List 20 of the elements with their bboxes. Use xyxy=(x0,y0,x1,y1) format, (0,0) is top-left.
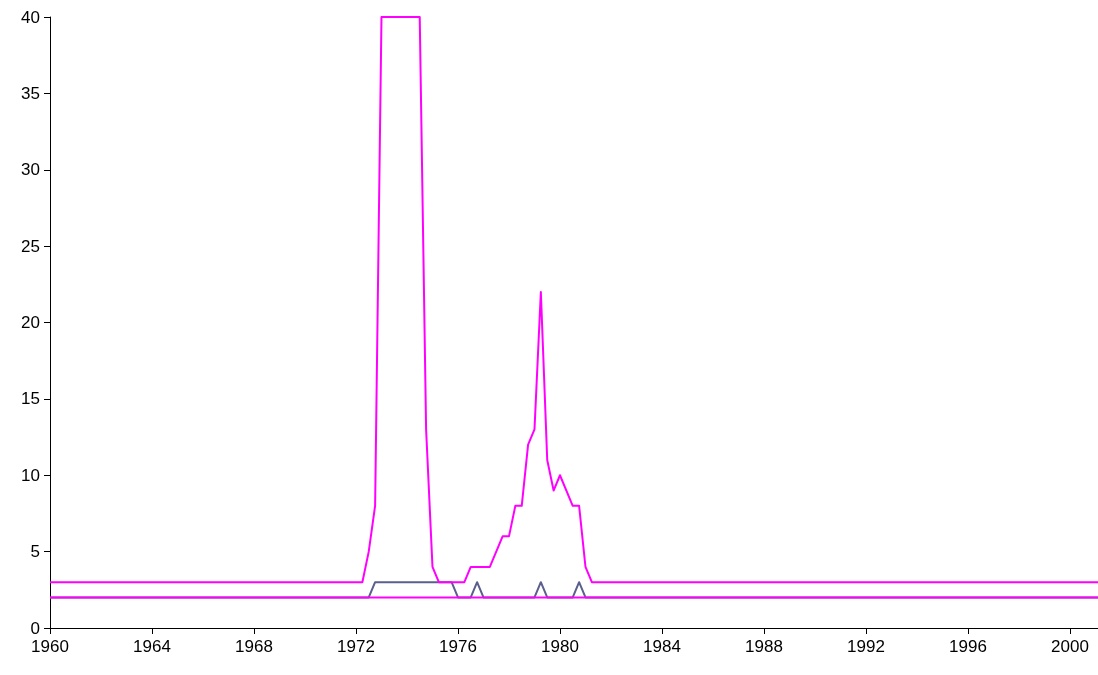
y-tick-label: 30 xyxy=(21,160,40,180)
y-tick-label: 15 xyxy=(21,389,40,409)
y-tick-label: 5 xyxy=(30,542,40,562)
y-tick-label: 0 xyxy=(30,618,40,638)
y-tick-label: 20 xyxy=(21,313,40,332)
y-tick-label: 35 xyxy=(21,83,40,103)
y-tick-label: 10 xyxy=(21,465,40,485)
y-tick-label: 25 xyxy=(21,236,40,256)
x-tick-label: 1968 xyxy=(235,637,273,656)
x-tick-label: 1984 xyxy=(643,637,681,656)
x-tick-label: 2000 xyxy=(1051,637,1089,656)
x-tick-label: 1988 xyxy=(745,637,783,656)
x-tick-label: 1976 xyxy=(439,637,477,656)
x-tick-label: 1992 xyxy=(847,637,885,656)
x-tick-label: 1996 xyxy=(949,637,987,656)
x-tick-label: 1980 xyxy=(541,637,579,656)
x-tick-label: 1972 xyxy=(337,637,375,656)
x-tick-label: 1960 xyxy=(31,637,69,656)
x-tick-label: 1964 xyxy=(133,637,171,656)
y-tick-label: 40 xyxy=(21,7,40,27)
